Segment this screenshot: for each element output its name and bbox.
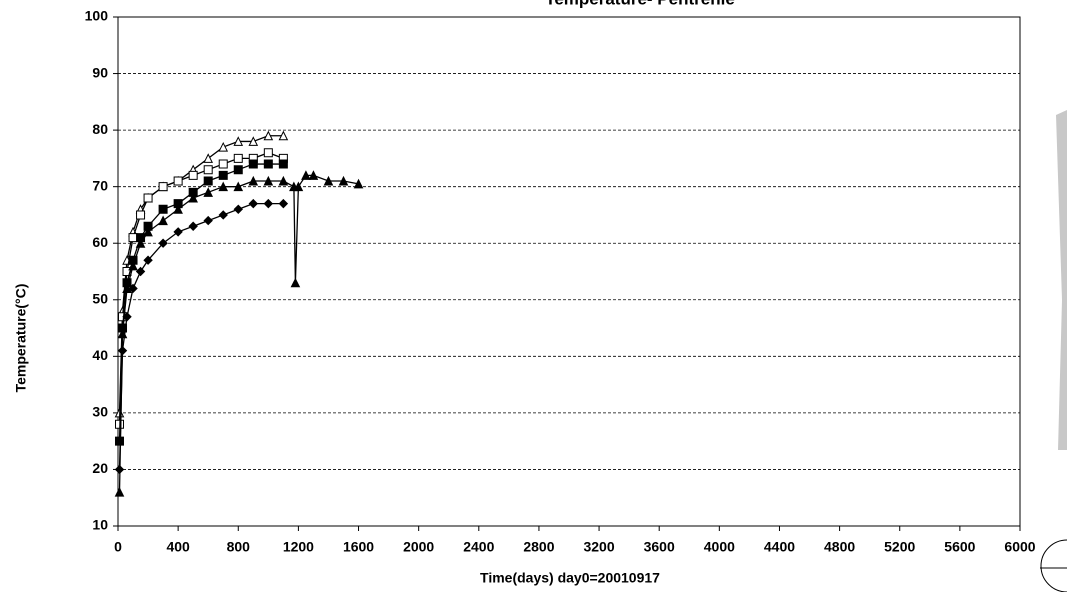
marker xyxy=(263,175,274,186)
marker xyxy=(248,136,259,146)
marker xyxy=(158,182,168,192)
marker xyxy=(263,148,273,158)
x-tick-label: 4400 xyxy=(764,539,795,555)
x-tick-label: 800 xyxy=(227,539,251,555)
marker xyxy=(218,181,229,192)
x-tick-label: 2800 xyxy=(523,539,554,555)
x-tick-label: 2400 xyxy=(463,539,494,555)
x-tick-label: 3600 xyxy=(644,539,675,555)
marker xyxy=(263,198,274,209)
marker xyxy=(173,204,183,214)
marker xyxy=(278,130,289,141)
marker xyxy=(248,198,259,209)
marker xyxy=(353,178,364,189)
marker xyxy=(233,165,243,175)
marker xyxy=(278,198,289,209)
x-tick-label: 1200 xyxy=(283,539,314,555)
y-tick-label: 30 xyxy=(92,404,108,420)
x-tick-label: 4000 xyxy=(704,539,735,555)
marker xyxy=(248,159,258,169)
x-tick-label: 3200 xyxy=(583,539,614,555)
x-axis-label: Time(days) day0=20010917 xyxy=(480,570,660,586)
marker xyxy=(143,193,153,203)
marker xyxy=(218,141,229,152)
y-tick-label: 40 xyxy=(92,347,108,363)
marker xyxy=(158,204,168,214)
marker xyxy=(293,181,304,192)
y-tick-label: 50 xyxy=(92,290,108,306)
marker xyxy=(143,255,153,265)
marker xyxy=(263,159,273,169)
y-tick-label: 60 xyxy=(92,234,108,250)
marker xyxy=(233,181,244,192)
marker xyxy=(203,176,213,186)
marker xyxy=(233,153,243,163)
marker xyxy=(143,221,153,231)
x-tick-label: 5600 xyxy=(944,539,975,555)
side-graphic xyxy=(1056,110,1067,450)
x-tick-label: 400 xyxy=(166,539,190,555)
marker xyxy=(128,233,138,243)
marker xyxy=(117,345,128,356)
marker xyxy=(158,215,168,226)
y-tick-label: 10 xyxy=(92,517,108,533)
marker xyxy=(233,204,243,214)
marker xyxy=(128,260,138,271)
marker xyxy=(278,159,288,169)
marker xyxy=(135,266,146,277)
marker xyxy=(203,153,214,163)
marker xyxy=(218,159,228,169)
y-tick-label: 70 xyxy=(92,177,108,193)
x-tick-label: 2000 xyxy=(403,539,434,555)
marker xyxy=(203,187,214,197)
y-tick-label: 90 xyxy=(92,64,108,80)
y-tick-label: 20 xyxy=(92,460,108,476)
marker xyxy=(290,277,301,288)
marker xyxy=(173,176,183,186)
marker xyxy=(136,210,146,220)
marker xyxy=(158,238,168,248)
marker xyxy=(203,165,213,175)
marker xyxy=(301,170,311,180)
x-tick-label: 1600 xyxy=(343,539,374,555)
x-tick-label: 5200 xyxy=(884,539,915,555)
marker xyxy=(218,210,228,220)
y-tick-label: 80 xyxy=(92,121,108,137)
marker xyxy=(278,175,289,186)
marker xyxy=(248,175,259,186)
plot-frame xyxy=(117,16,1021,527)
y-tick-label: 100 xyxy=(85,8,109,24)
x-tick-label: 4800 xyxy=(824,539,855,555)
marker xyxy=(122,312,132,322)
marker xyxy=(114,486,125,497)
marker xyxy=(188,170,198,180)
marker xyxy=(233,136,244,146)
y-axis-label: Temperature(°C) xyxy=(13,284,29,393)
x-tick-label: 0 xyxy=(114,539,122,555)
marker xyxy=(128,283,138,294)
x-tick-label: 6000 xyxy=(1004,539,1035,555)
marker xyxy=(114,464,125,475)
marker xyxy=(308,170,319,180)
marker xyxy=(338,175,349,186)
chart-title: Temperature- Pentrenie xyxy=(545,0,735,8)
marker xyxy=(173,227,183,237)
marker xyxy=(188,192,198,203)
side-graphic xyxy=(1040,539,1067,593)
marker xyxy=(323,175,334,186)
marker xyxy=(203,215,213,226)
marker xyxy=(188,221,198,231)
marker xyxy=(143,226,153,237)
marker xyxy=(135,238,146,248)
marker xyxy=(218,170,228,180)
marker xyxy=(263,130,274,141)
marker xyxy=(173,199,183,209)
